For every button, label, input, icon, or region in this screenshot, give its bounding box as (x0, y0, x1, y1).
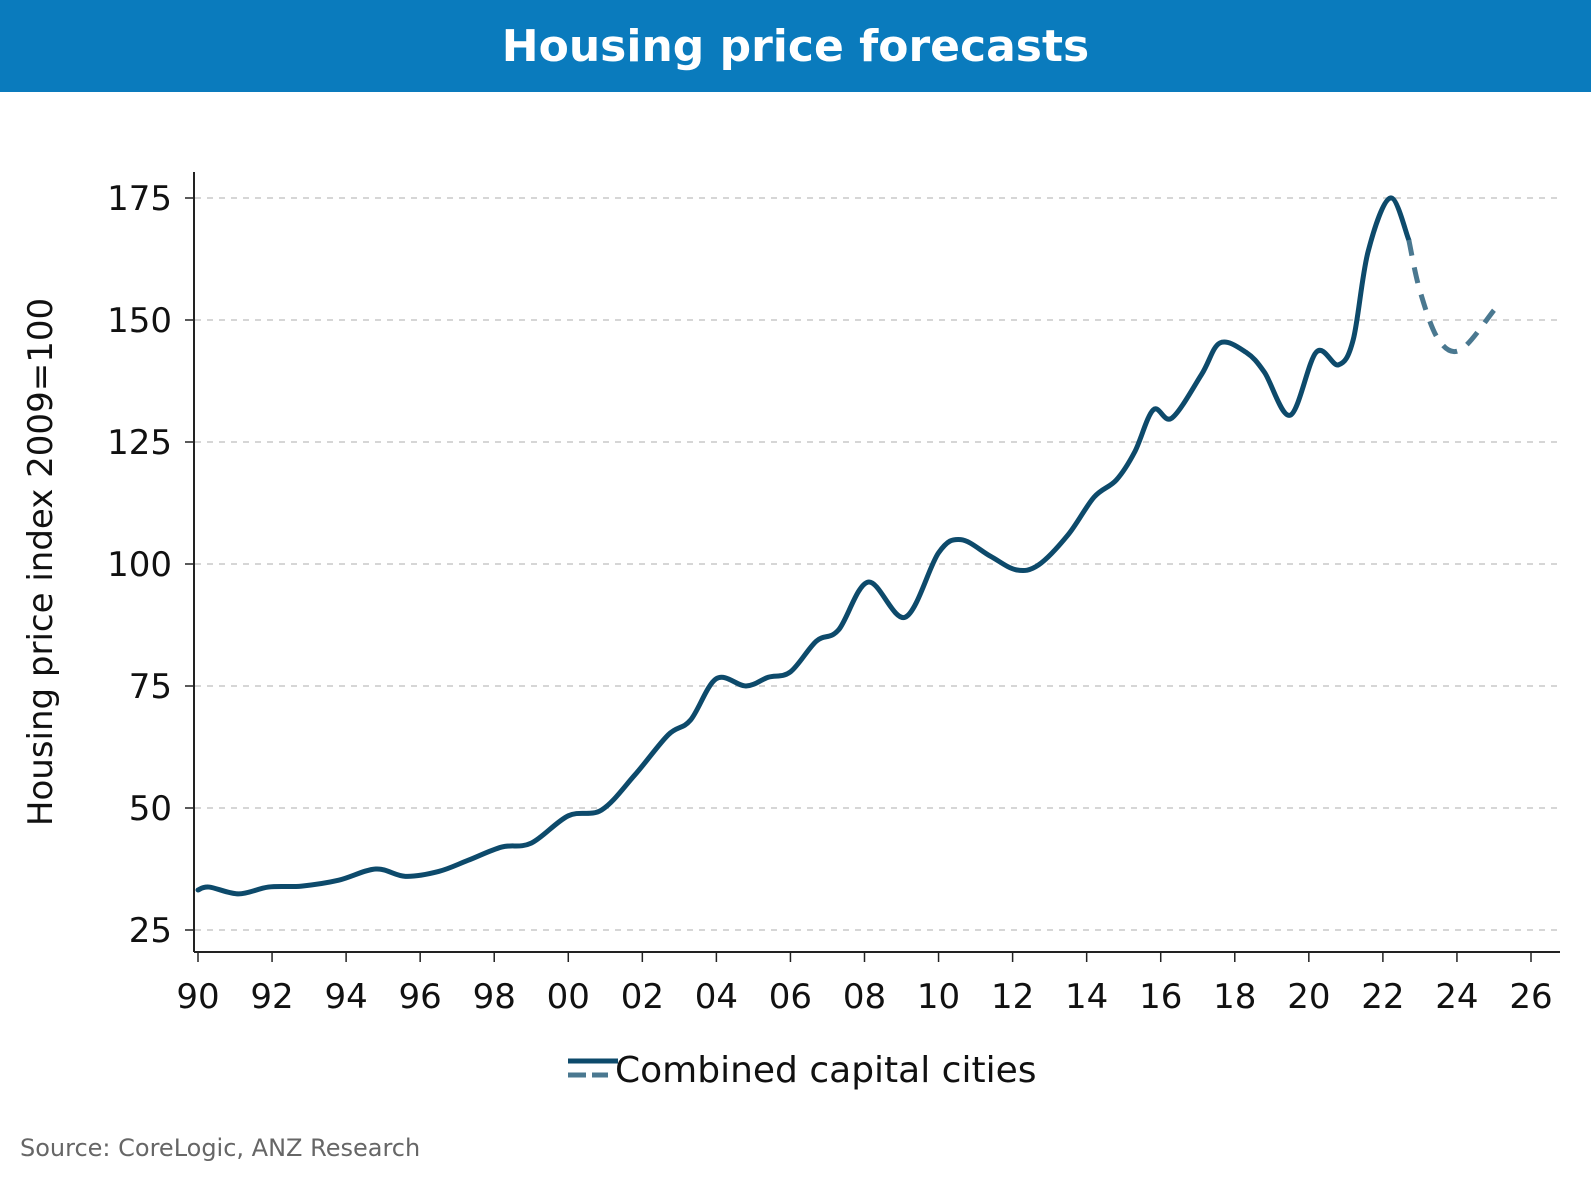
x-tick-label: 18 (1213, 977, 1256, 1017)
y-tick-label: 175 (107, 179, 172, 219)
x-tick-label: 06 (769, 977, 812, 1017)
x-tick-label: 04 (695, 977, 738, 1017)
x-tick-label: 12 (991, 977, 1034, 1017)
y-axis-label: Housing price index 2009=100 (21, 298, 61, 826)
x-tick-label: 94 (324, 977, 367, 1017)
y-tick-label: 100 (107, 545, 172, 585)
y-tick-label: 50 (129, 789, 172, 829)
x-tick-label: 22 (1361, 977, 1404, 1017)
series-line-forecast (1406, 239, 1496, 355)
legend-label: Combined capital cities (615, 1050, 1037, 1091)
x-tick-label: 16 (1139, 977, 1182, 1017)
x-tick-label: 02 (621, 977, 664, 1017)
source-note: Source: CoreLogic, ANZ Research (20, 1134, 421, 1162)
x-tick-label: 90 (176, 977, 219, 1017)
x-tick-label: 00 (547, 977, 590, 1017)
x-tick-label: 10 (917, 977, 960, 1017)
x-tick-label: 92 (250, 977, 293, 1017)
y-tick-label: 150 (107, 301, 172, 341)
x-tick-label: 96 (399, 977, 442, 1017)
x-tick-label: 14 (1065, 977, 1108, 1017)
x-tick-label: 24 (1435, 977, 1478, 1017)
y-tick-label: 75 (129, 667, 172, 707)
x-tick-label: 20 (1287, 977, 1330, 1017)
y-tick-label: 25 (129, 911, 172, 951)
chart-title: Housing price forecasts (0, 0, 1591, 92)
x-tick-label: 98 (473, 977, 516, 1017)
x-tick-label: 08 (843, 977, 886, 1017)
series-line-actual (195, 195, 1412, 897)
y-tick-label: 125 (107, 423, 172, 463)
x-tick-label: 26 (1509, 977, 1552, 1017)
